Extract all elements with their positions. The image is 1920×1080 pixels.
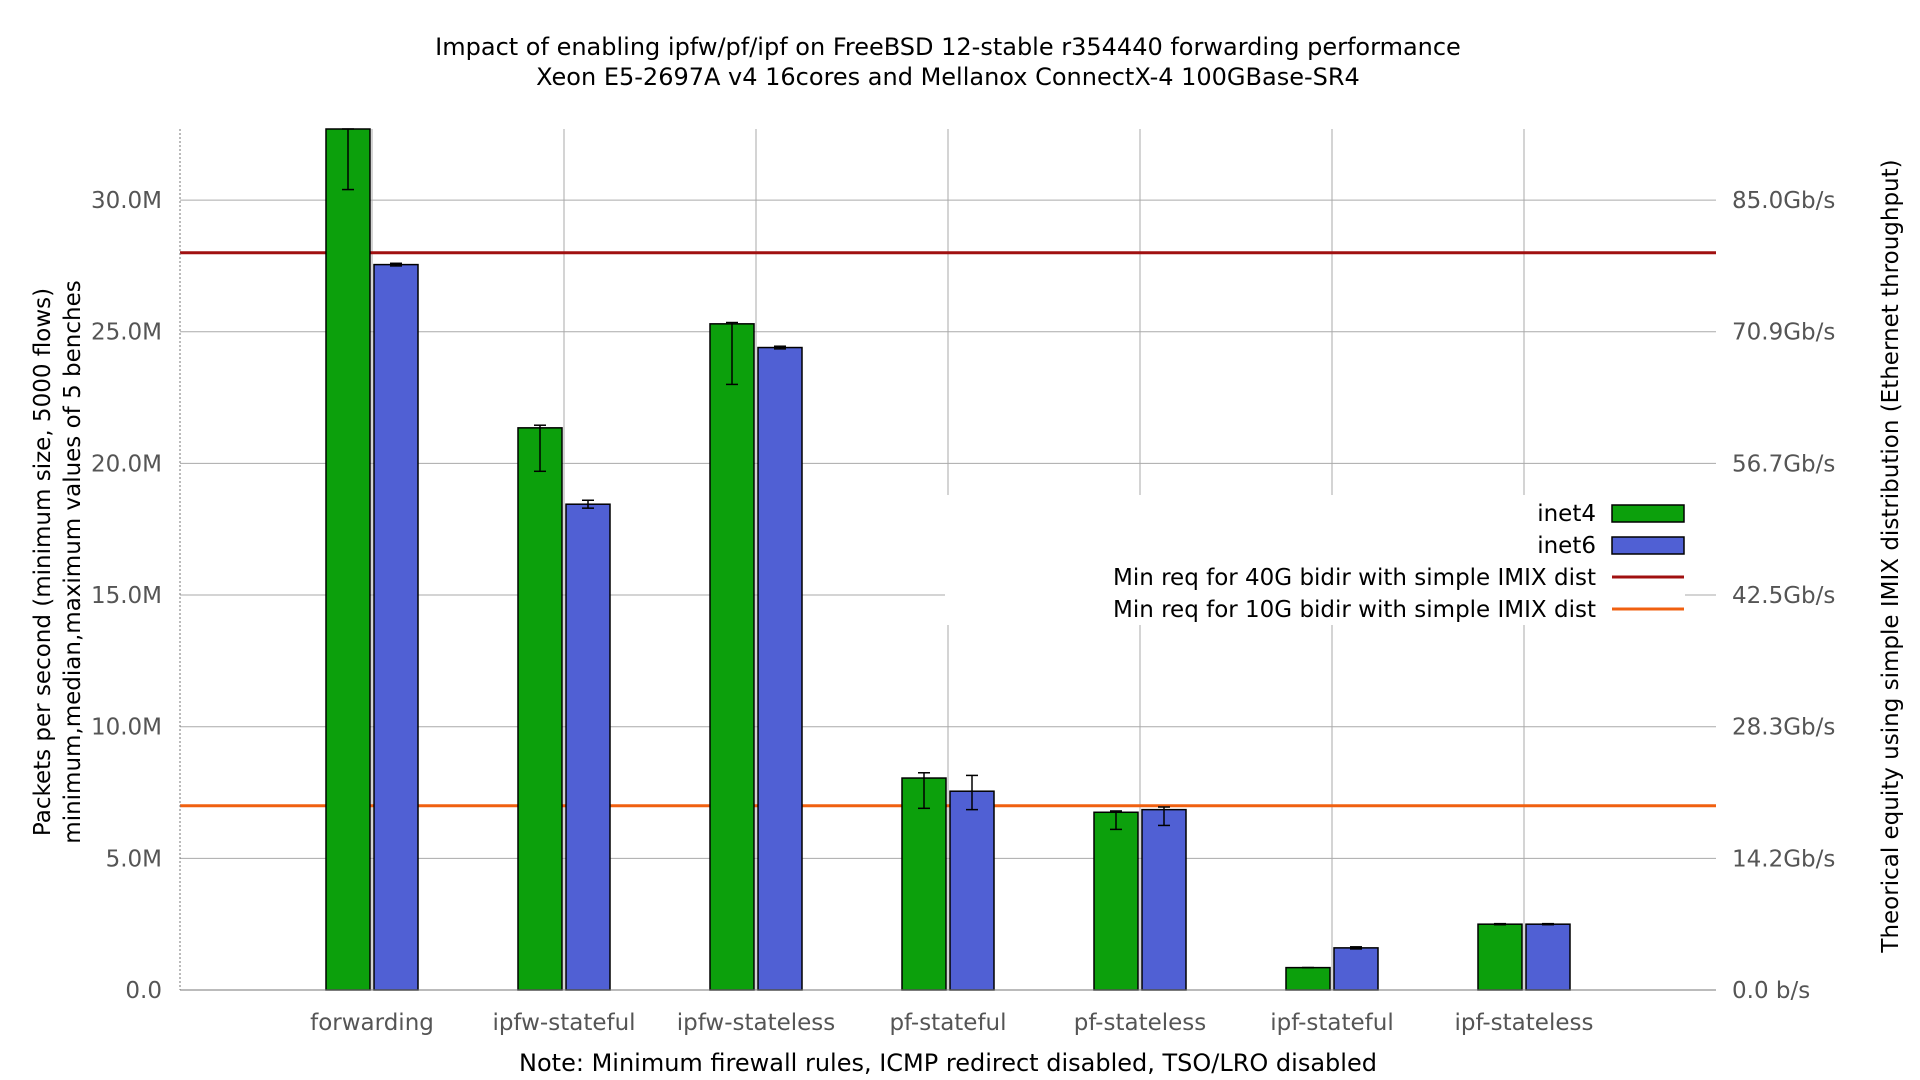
x-tick-label: ipf-stateful <box>1270 1010 1393 1036</box>
x-tick-label: ipfw-stateless <box>677 1010 836 1036</box>
bar-inet6-ipfw-stateless <box>757 346 803 991</box>
legend-label: Min req for 40G bidir with simple IMIX d… <box>1113 565 1596 591</box>
x-tick-label: pf-stateful <box>889 1010 1006 1036</box>
chart-subtitle: Xeon E5-2697A v4 16cores and Mellanox Co… <box>536 63 1360 91</box>
bar-inet4-pf-stateful <box>901 777 947 991</box>
y2-tick-label: 42.5Gb/s <box>1732 583 1835 609</box>
y-tick-labels: 0.0 5.0M 10.0M 15.0M 20.0M 25.0M 30.0M <box>91 188 162 1004</box>
y-tick-label: 5.0M <box>106 846 162 872</box>
bar-inet6-pf-stateless <box>1141 808 1187 991</box>
y-tick-label: 10.0M <box>91 715 162 741</box>
y2-tick-label: 14.2Gb/s <box>1732 846 1835 872</box>
bar-inet6-pf-stateful <box>949 790 995 991</box>
bar-inet6-ipf-stateless <box>1525 923 1571 991</box>
legend-swatch-0 <box>1611 504 1685 523</box>
x-tick-label: pf-stateless <box>1074 1010 1207 1036</box>
y2-axis-title: Theorical equity using simple IMIX distr… <box>1878 159 1904 953</box>
bars <box>325 128 1571 991</box>
y2-tick-labels: 0.0 b/s 14.2Gb/s 28.3Gb/s 42.5Gb/s 56.7Gb/s 7… <box>1732 188 1835 1004</box>
y-tick-label: 20.0M <box>91 451 162 477</box>
x-tick-label: ipf-stateless <box>1455 1010 1594 1036</box>
x-tick-labels: forwarding ipfw-stateful ipfw-stateless pf-… <box>310 1010 1593 1036</box>
axes <box>179 129 1716 991</box>
legend-swatch-1 <box>1611 536 1685 555</box>
bar-inet4-ipfw-stateless <box>709 323 755 991</box>
bar-inet4-ipfw-stateful <box>517 427 563 991</box>
y-axis-title: Packets per second (minimum size, 5000 f… <box>30 288 56 836</box>
y2-tick-label: 70.9Gb/s <box>1732 320 1835 346</box>
y-tick-label: 15.0M <box>91 583 162 609</box>
y-tick-label: 30.0M <box>91 188 162 214</box>
bar-inet4-ipf-stateful <box>1285 966 1331 991</box>
x-axis-note: Note: Minimum firewall rules, ICMP redir… <box>519 1049 1377 1077</box>
legend-background <box>945 495 1685 625</box>
bar-inet4-pf-stateless <box>1093 811 1139 991</box>
bar-inet6-ipfw-stateful <box>565 503 611 991</box>
y2-tick-label: 28.3Gb/s <box>1732 715 1835 741</box>
y-tick-label: 0.0 <box>125 978 162 1004</box>
legend-label: inet6 <box>1537 533 1596 559</box>
chart-title: Impact of enabling ipfw/pf/ipf on FreeBS… <box>435 33 1461 61</box>
x-tick-label: forwarding <box>310 1010 434 1036</box>
y-tick-label: 25.0M <box>91 320 162 346</box>
y2-tick-label: 0.0 b/s <box>1732 978 1810 1004</box>
bar-inet6-ipf-stateful <box>1333 947 1379 991</box>
legend-label: inet4 <box>1537 501 1596 527</box>
bar-inet4-forwarding <box>325 128 371 991</box>
y2-tick-label: 85.0Gb/s <box>1732 188 1835 214</box>
x-tick-label: ipfw-stateful <box>492 1010 635 1036</box>
legend-label: Min req for 10G bidir with simple IMIX d… <box>1113 597 1596 623</box>
bar-inet6-forwarding <box>373 263 419 991</box>
reference-lines <box>180 251 1716 808</box>
y-axis-subtitle: minimum,median,maximum values of 5 bench… <box>60 280 86 843</box>
y2-tick-label: 56.7Gb/s <box>1732 451 1835 477</box>
bar-inet4-ipf-stateless <box>1477 923 1523 991</box>
error-bars <box>342 128 1554 969</box>
legend: inet4 inet6 Min req for 40G bidir with sim… <box>945 495 1685 625</box>
